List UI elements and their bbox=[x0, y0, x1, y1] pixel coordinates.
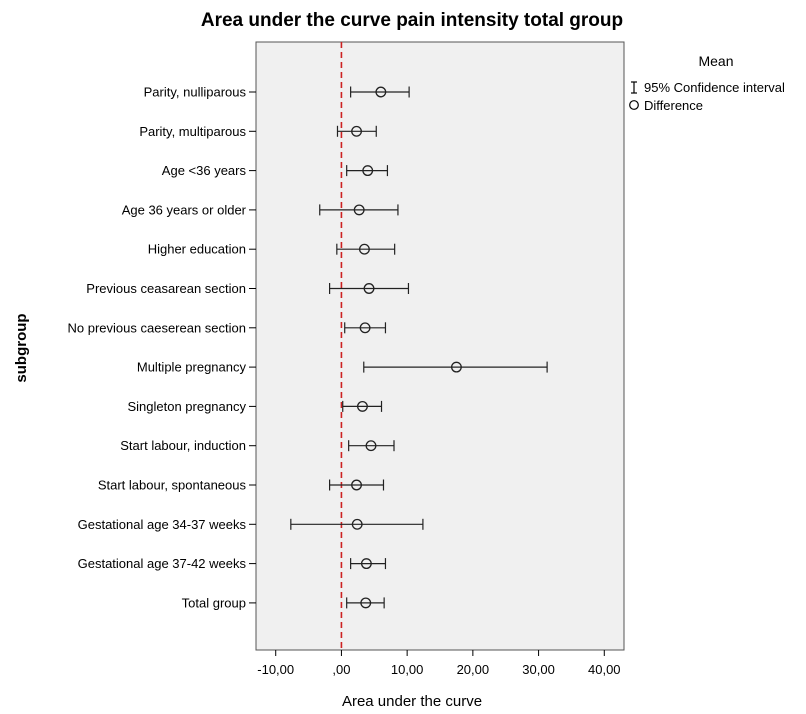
category-label: Multiple pregnancy bbox=[137, 360, 247, 375]
x-axis-title: Area under the curve bbox=[342, 693, 482, 710]
category-label: Previous ceasarean section bbox=[86, 281, 246, 296]
legend: Mean 95% Confidence interval Difference bbox=[629, 53, 785, 113]
difference-point bbox=[351, 125, 362, 137]
difference-point bbox=[362, 165, 374, 177]
x-tick-label: 10,00 bbox=[391, 662, 424, 677]
difference-point bbox=[358, 243, 370, 255]
difference-point bbox=[363, 283, 375, 294]
legend-item-difference: Difference bbox=[644, 98, 703, 113]
difference-point bbox=[365, 440, 377, 452]
difference-point bbox=[360, 558, 372, 570]
difference-point bbox=[351, 518, 363, 530]
difference-point bbox=[359, 322, 371, 334]
x-tick-label: ,00 bbox=[332, 662, 350, 677]
category-label: Gestational age 37-42 weeks bbox=[78, 556, 247, 571]
category-label: Parity, nulliparous bbox=[144, 85, 247, 100]
difference-point bbox=[450, 361, 462, 373]
category-label: Total group bbox=[182, 595, 246, 610]
category-label: Parity, multiparous bbox=[139, 124, 246, 139]
category-label: Singleton pregnancy bbox=[127, 399, 246, 414]
x-tick-label: 20,00 bbox=[457, 662, 490, 677]
y-axis-title: subgroup bbox=[13, 313, 30, 382]
category-label: Start labour, induction bbox=[120, 438, 246, 453]
legend-ci-symbol bbox=[631, 81, 637, 94]
x-tick-label: -10,00 bbox=[257, 662, 294, 677]
category-label: Higher education bbox=[148, 242, 246, 257]
difference-point bbox=[353, 204, 365, 216]
legend-difference-symbol bbox=[629, 100, 639, 110]
category-label: No previous caeserean section bbox=[68, 320, 247, 335]
chart-title: Area under the curve pain intensity tota… bbox=[201, 10, 623, 31]
category-label: Start labour, spontaneous bbox=[98, 478, 247, 493]
category-label: Age 36 years or older bbox=[122, 202, 247, 217]
x-axis: -10,00 ,00 10,00 20,00 30,00 40,00 bbox=[257, 650, 621, 677]
category-label: Age <36 years bbox=[162, 163, 247, 178]
category-label: Gestational age 34-37 weeks bbox=[78, 517, 247, 532]
plot-area bbox=[255, 41, 625, 651]
legend-item-ci: 95% Confidence interval bbox=[644, 80, 785, 95]
difference-point bbox=[351, 479, 362, 491]
data-marks bbox=[290, 86, 548, 609]
x-tick-label: 40,00 bbox=[588, 662, 621, 677]
legend-title: Mean bbox=[698, 53, 733, 69]
difference-point bbox=[357, 400, 368, 412]
difference-point bbox=[360, 597, 372, 609]
y-axis: Parity, nulliparous Parity, multiparous Ag… bbox=[68, 85, 256, 610]
x-tick-label: 30,00 bbox=[522, 662, 555, 677]
difference-point bbox=[375, 86, 387, 98]
